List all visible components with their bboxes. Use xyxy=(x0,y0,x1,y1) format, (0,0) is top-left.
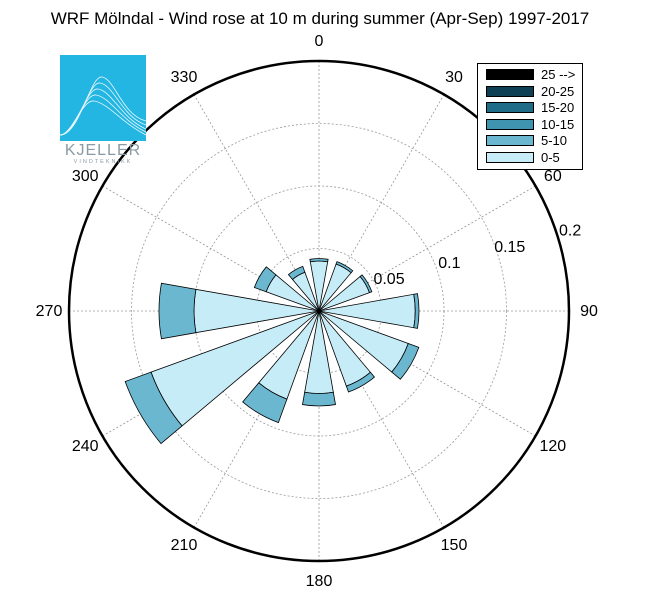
legend-swatch xyxy=(486,69,534,80)
angle-tick-labels: 0 30 60 90 120 150 180 210 240 270 300 330 xyxy=(36,33,598,590)
angle-tick-label: 30 xyxy=(445,69,463,86)
angle-tick-label: 180 xyxy=(306,573,333,590)
wind-rose-bar-270-5-10 xyxy=(158,282,197,340)
legend-swatch xyxy=(486,85,534,97)
angle-tick-label: 60 xyxy=(544,168,562,185)
angle-tick-label: 210 xyxy=(171,537,198,554)
logo-graphic xyxy=(60,55,146,141)
radial-tick-label: 0.15 xyxy=(494,239,525,256)
radial-tick-label: 0.2 xyxy=(559,223,581,240)
angle-tick-label: 270 xyxy=(36,303,63,320)
wind-rose-bar-150-5-10 xyxy=(345,371,376,393)
legend-swatch xyxy=(486,118,534,130)
angle-tick-label: 330 xyxy=(171,69,198,86)
kjeller-logo: KJELLER VINDTEKNIKK xyxy=(60,55,146,167)
legend-label: 15-20 xyxy=(541,100,575,116)
angle-tick-label: 240 xyxy=(72,438,99,455)
legend-swatch xyxy=(486,152,534,163)
wind-rose-bar-60-5-10 xyxy=(359,274,373,294)
wind-rose-bar-180-5-10 xyxy=(302,391,336,407)
angle-tick-label: 300 xyxy=(72,168,99,185)
angle-tick-label: 90 xyxy=(580,303,598,320)
legend-swatch xyxy=(486,102,534,114)
wind-rose-bar-90-5-10 xyxy=(413,293,420,329)
angle-tick-label: 0 xyxy=(315,33,324,50)
legend-label: 10-15 xyxy=(541,116,575,132)
wind-rose-bar-210-5-10 xyxy=(242,382,288,424)
radial-tick-label: 0.05 xyxy=(373,271,404,288)
radial-tick-label: 0.1 xyxy=(438,255,460,272)
grid-circle xyxy=(131,123,507,499)
legend-label: 0-5 xyxy=(541,150,560,165)
wind-rose-bar-30-5-10 xyxy=(335,261,354,274)
radial-tick-labels: 0.05 0.1 0.15 0.2 xyxy=(373,223,581,289)
angle-tick-label: 150 xyxy=(441,537,468,554)
angle-tick-label: 120 xyxy=(539,438,566,455)
legend-label: 20-25 xyxy=(541,83,575,99)
legend-label: 5-10 xyxy=(541,133,568,149)
legend-label: 25 --> xyxy=(541,67,576,82)
legend: 25 --> 20-25 15-20 10-15 5-10 0-5 xyxy=(477,63,583,170)
chart-title: WRF Mölndal - Wind rose at 10 m during s… xyxy=(50,9,590,28)
legend-swatch xyxy=(486,135,534,147)
wind-rose-bar-0-5-10 xyxy=(309,258,329,263)
wind-rose-bar-120-5-10 xyxy=(391,342,420,380)
wind-rose-bar-240-5-10 xyxy=(124,371,183,445)
logo-name: KJELLER xyxy=(64,142,142,159)
wind-rose-bar-330-5-10 xyxy=(287,265,306,280)
wind-rose-bars xyxy=(124,258,420,445)
outer-ring xyxy=(67,59,571,563)
wind-rose-bar-300-5-10 xyxy=(253,266,277,293)
logo-subtitle: VINDTEKNIKK xyxy=(73,159,133,165)
